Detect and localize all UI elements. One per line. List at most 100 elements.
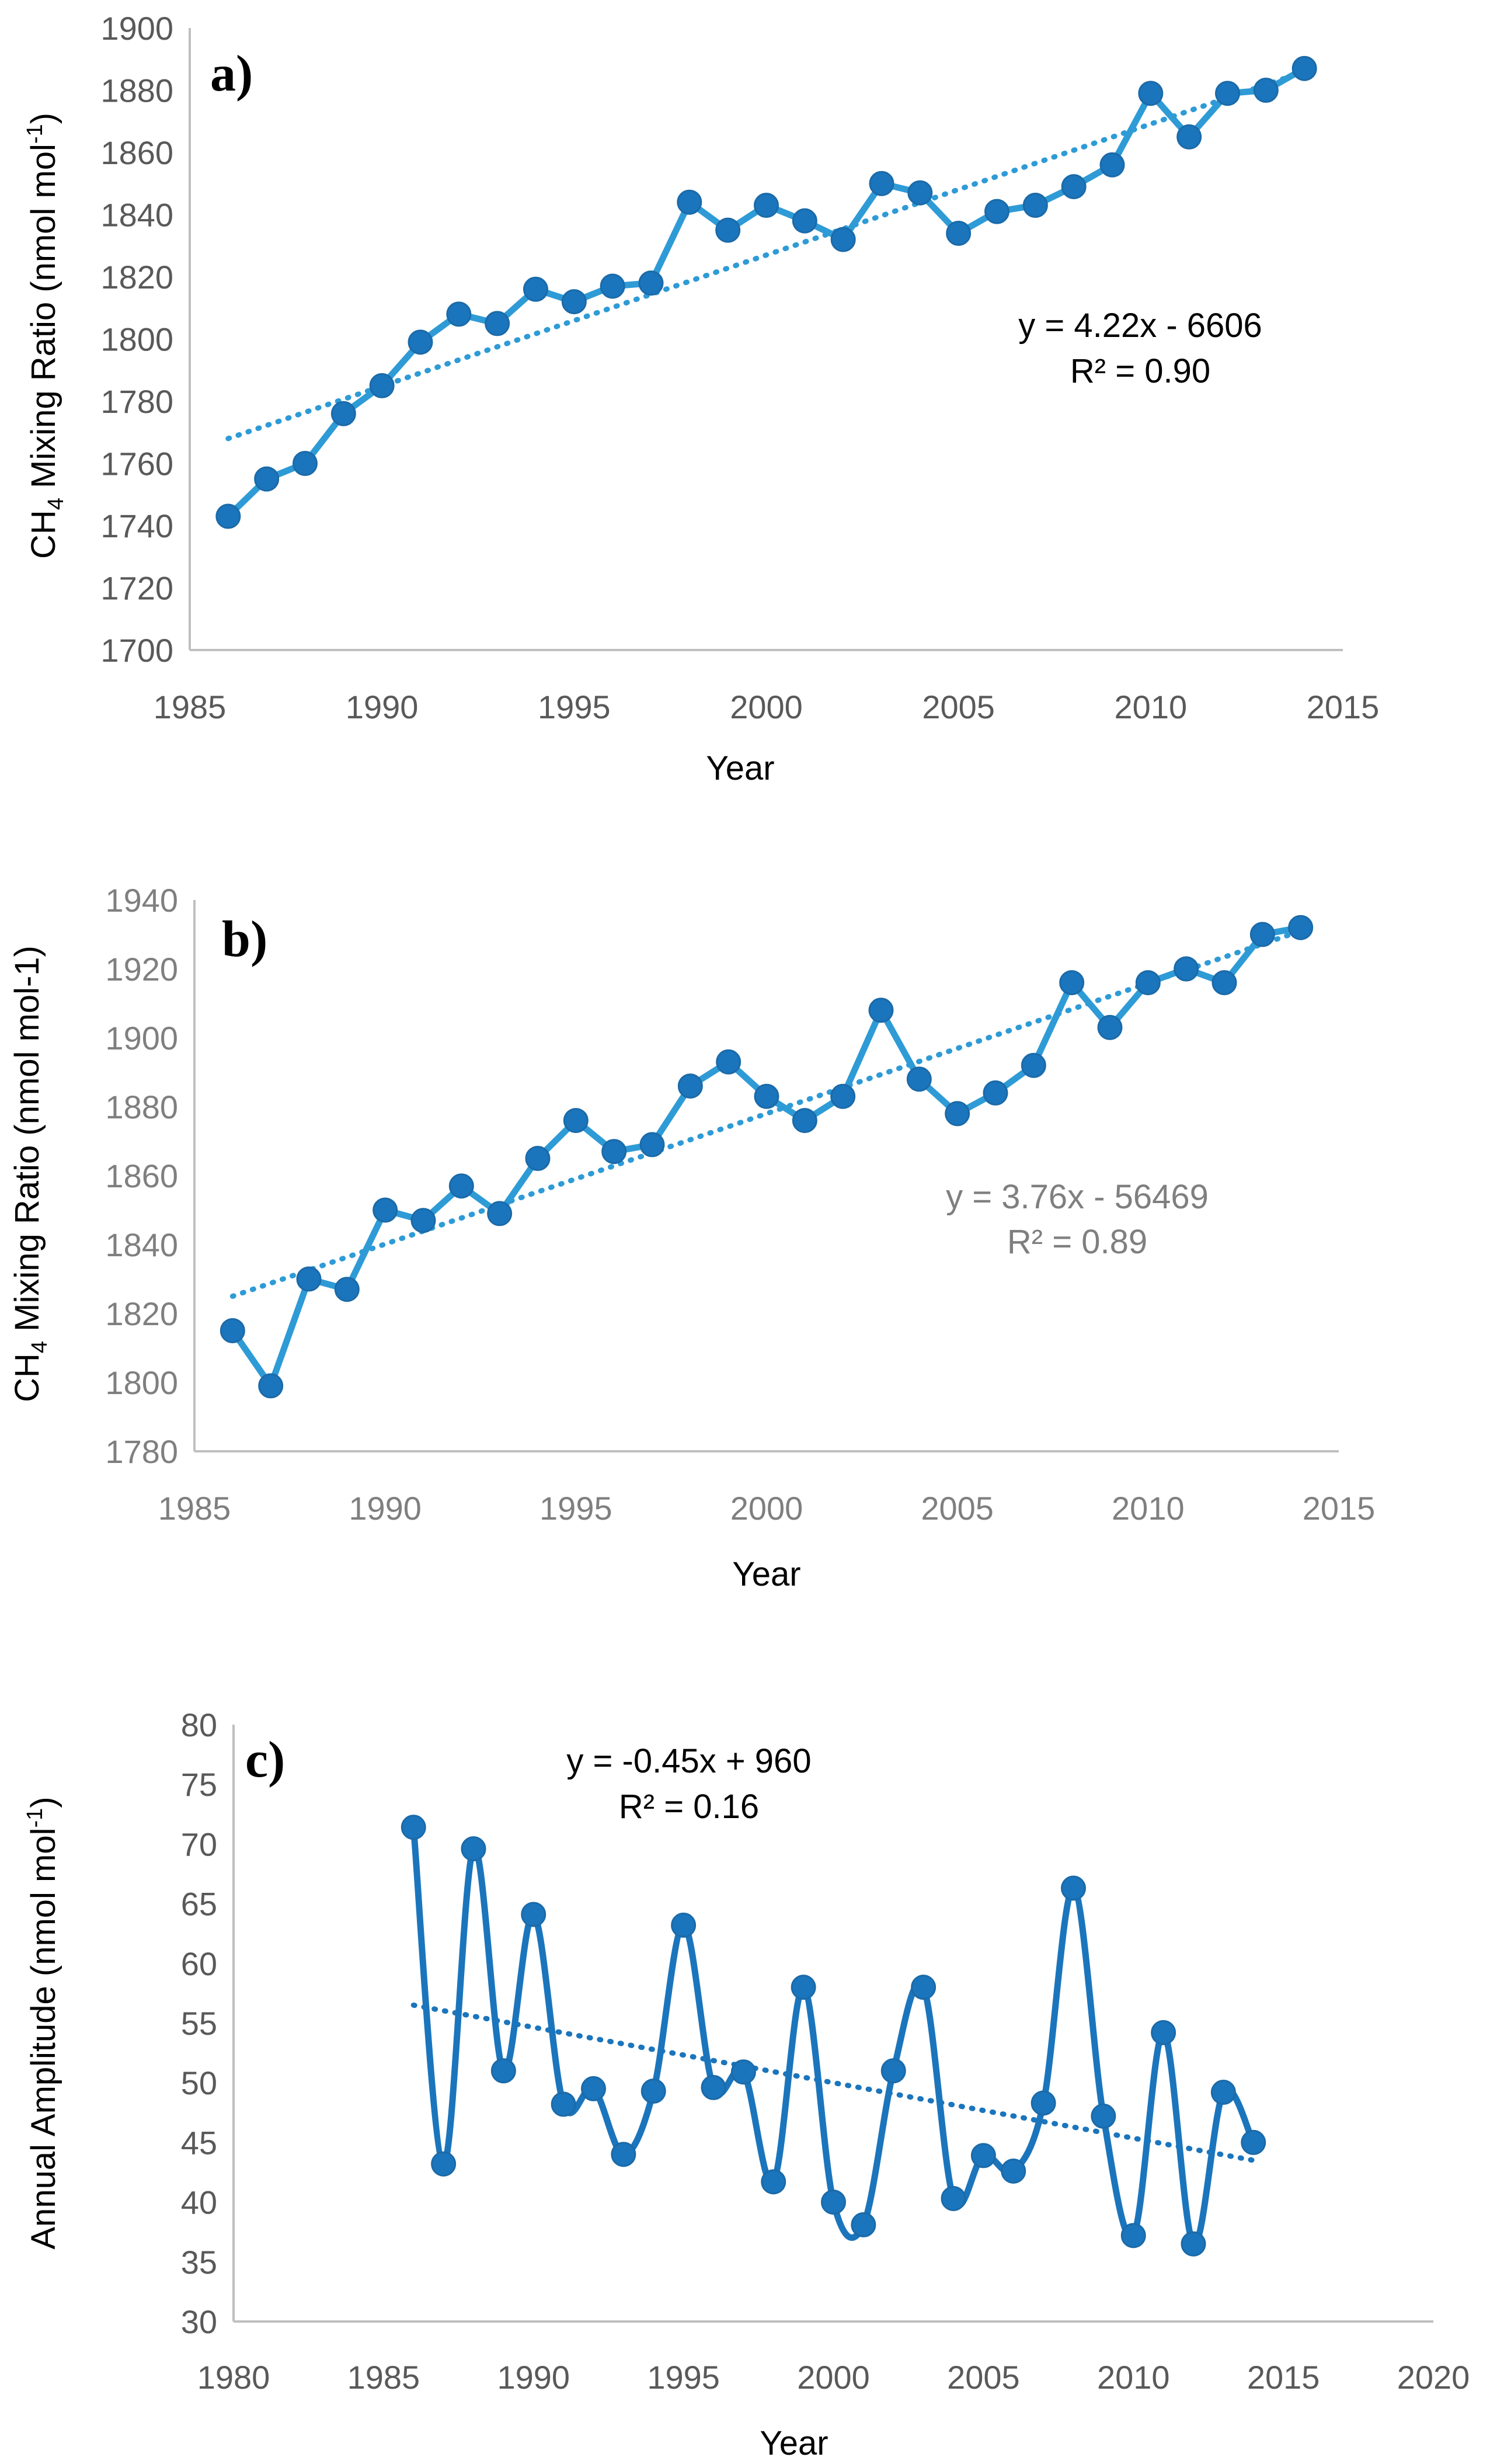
- panel-b-markers: [220, 915, 1314, 1399]
- data-point: [330, 401, 356, 426]
- y-tick-label: 1900: [100, 10, 173, 47]
- data-point: [830, 1083, 856, 1109]
- data-point: [1138, 81, 1164, 106]
- data-point: [446, 301, 472, 327]
- panel-b-equation: y = 3.76x - 56469: [946, 1178, 1209, 1216]
- y-tick-label: 75: [181, 1766, 217, 1803]
- data-point: [215, 503, 241, 529]
- data-point: [970, 2143, 996, 2168]
- data-point: [1211, 970, 1237, 996]
- data-point: [1061, 1875, 1086, 1901]
- data-point: [911, 1975, 937, 2000]
- panel-c-chart: 30 35 40 45 50 55 60 65 70 75 80 1980 1985 1990 1995 2…: [23, 1707, 1470, 2462]
- y-tick-label: 70: [181, 1826, 217, 1862]
- y-tick-label: 1800: [105, 1364, 178, 1401]
- x-tick-label: 1980: [197, 2359, 270, 2396]
- panel-b-label: b): [222, 911, 267, 968]
- panel-b-x-axis-title: Year: [732, 1555, 800, 1593]
- panel-b-y-title-ch: CH: [8, 1353, 46, 1402]
- panel-a-x-axis-title: Year: [706, 749, 774, 787]
- y-tick-label: 30: [181, 2303, 217, 2340]
- data-point: [1151, 2020, 1176, 2045]
- data-point: [1061, 174, 1087, 200]
- data-point: [487, 1201, 513, 1226]
- x-tick-label: 1990: [346, 689, 419, 725]
- data-point: [677, 1073, 703, 1099]
- panel-a-chart: 1700 1720 1740 1760 1780 1800 1820 1840 1860 1880…: [23, 10, 1379, 787]
- data-point: [1215, 81, 1240, 106]
- y-tick-label: 1720: [100, 570, 173, 607]
- data-point: [601, 1139, 627, 1165]
- data-point: [611, 2142, 636, 2167]
- y-tick-label: 1780: [100, 383, 173, 420]
- x-tick-label: 2015: [1247, 2359, 1320, 2396]
- data-point: [220, 1318, 245, 1343]
- data-point: [907, 180, 933, 206]
- x-tick-label: 1995: [647, 2359, 720, 2396]
- data-point: [581, 2076, 606, 2101]
- y-tick-label: 55: [181, 2005, 217, 2042]
- data-point: [945, 1101, 970, 1127]
- y-tick-label: 40: [181, 2184, 217, 2221]
- data-point: [906, 1066, 932, 1092]
- y-tick-label: 1780: [105, 1433, 178, 1470]
- data-point: [410, 1208, 436, 1233]
- x-tick-label: 2010: [1097, 2359, 1170, 2396]
- panel-b-y-ticks: 1780 1800 1820 1840 1860 1880 1900 1920 1940: [105, 882, 178, 1470]
- y-tick-label: 1880: [105, 1089, 178, 1125]
- x-tick-label: 1990: [349, 1490, 422, 1527]
- x-tick-label: 1995: [538, 689, 611, 725]
- panel-a-y-title-sup: -1: [23, 124, 47, 144]
- x-tick-label: 1990: [497, 2359, 570, 2396]
- y-tick-label: 50: [181, 2065, 217, 2101]
- data-point: [792, 1108, 817, 1134]
- data-point: [254, 466, 280, 492]
- data-point: [1135, 970, 1161, 996]
- y-tick-label: 1940: [105, 882, 178, 919]
- data-point: [851, 2212, 876, 2237]
- panel-a-series-line: [226, 65, 1306, 519]
- x-tick-label: 1995: [539, 1490, 612, 1527]
- panel-b-x-ticks: 1985 1990 1995 2000 2005 2010 2015: [158, 1490, 1376, 1527]
- y-tick-label: 1820: [105, 1295, 178, 1332]
- data-point: [1097, 1014, 1123, 1040]
- data-point: [1091, 2103, 1116, 2129]
- panel-a-y-title-main: Mixing Ratio (nmol mol: [25, 144, 62, 498]
- data-point: [868, 998, 894, 1023]
- data-point: [551, 2091, 576, 2117]
- panel-c-label: c): [245, 1732, 285, 1788]
- data-point: [880, 2058, 906, 2084]
- panel-c-r-squared: R² = 0.16: [619, 1788, 759, 1826]
- data-point: [638, 270, 664, 296]
- data-point: [401, 1815, 426, 1840]
- panel-c-series-line: [410, 1827, 1256, 2248]
- panel-b-chart: 1780 1800 1820 1840 1860 1880 1900 1920 1940 198…: [8, 882, 1375, 1593]
- panel-b-y-axis-title: CH4 Mixing Ratio (nmol mol-1): [8, 946, 52, 1402]
- x-tick-label: 1985: [347, 2359, 420, 2396]
- data-point: [561, 289, 587, 315]
- panel-c-x-ticks: 1980 1985 1990 1995 2000 2005 2010 2015 2020: [197, 2359, 1470, 2396]
- panel-a-y-title-ch: CH: [25, 510, 62, 559]
- y-tick-label: 35: [181, 2244, 217, 2281]
- panel-c-y-ticks: 30 35 40 45 50 55 60 65 70 75 80: [181, 1707, 217, 2340]
- data-point: [984, 199, 1009, 224]
- panel-a-y-axis-title: CH4 Mixing Ratio (nmol mol-1): [23, 113, 68, 559]
- y-tick-label: 1700: [100, 632, 173, 669]
- y-tick-label: 1760: [100, 446, 173, 482]
- x-tick-label: 2005: [922, 689, 995, 725]
- data-point: [1099, 152, 1125, 178]
- y-tick-label: 1740: [100, 508, 173, 544]
- x-tick-label: 2000: [730, 1490, 803, 1527]
- data-point: [983, 1080, 1008, 1106]
- data-point: [1021, 1052, 1046, 1078]
- panel-c-trendline: [410, 2002, 1256, 2163]
- data-point: [523, 276, 548, 302]
- y-tick-label: 1860: [100, 134, 173, 171]
- data-point: [1120, 2223, 1146, 2248]
- data-point: [485, 311, 510, 336]
- data-point: [431, 2151, 457, 2177]
- y-tick-label: 45: [181, 2124, 217, 2161]
- y-tick-label: 1820: [100, 259, 173, 296]
- y-tick-label: 1840: [105, 1226, 178, 1263]
